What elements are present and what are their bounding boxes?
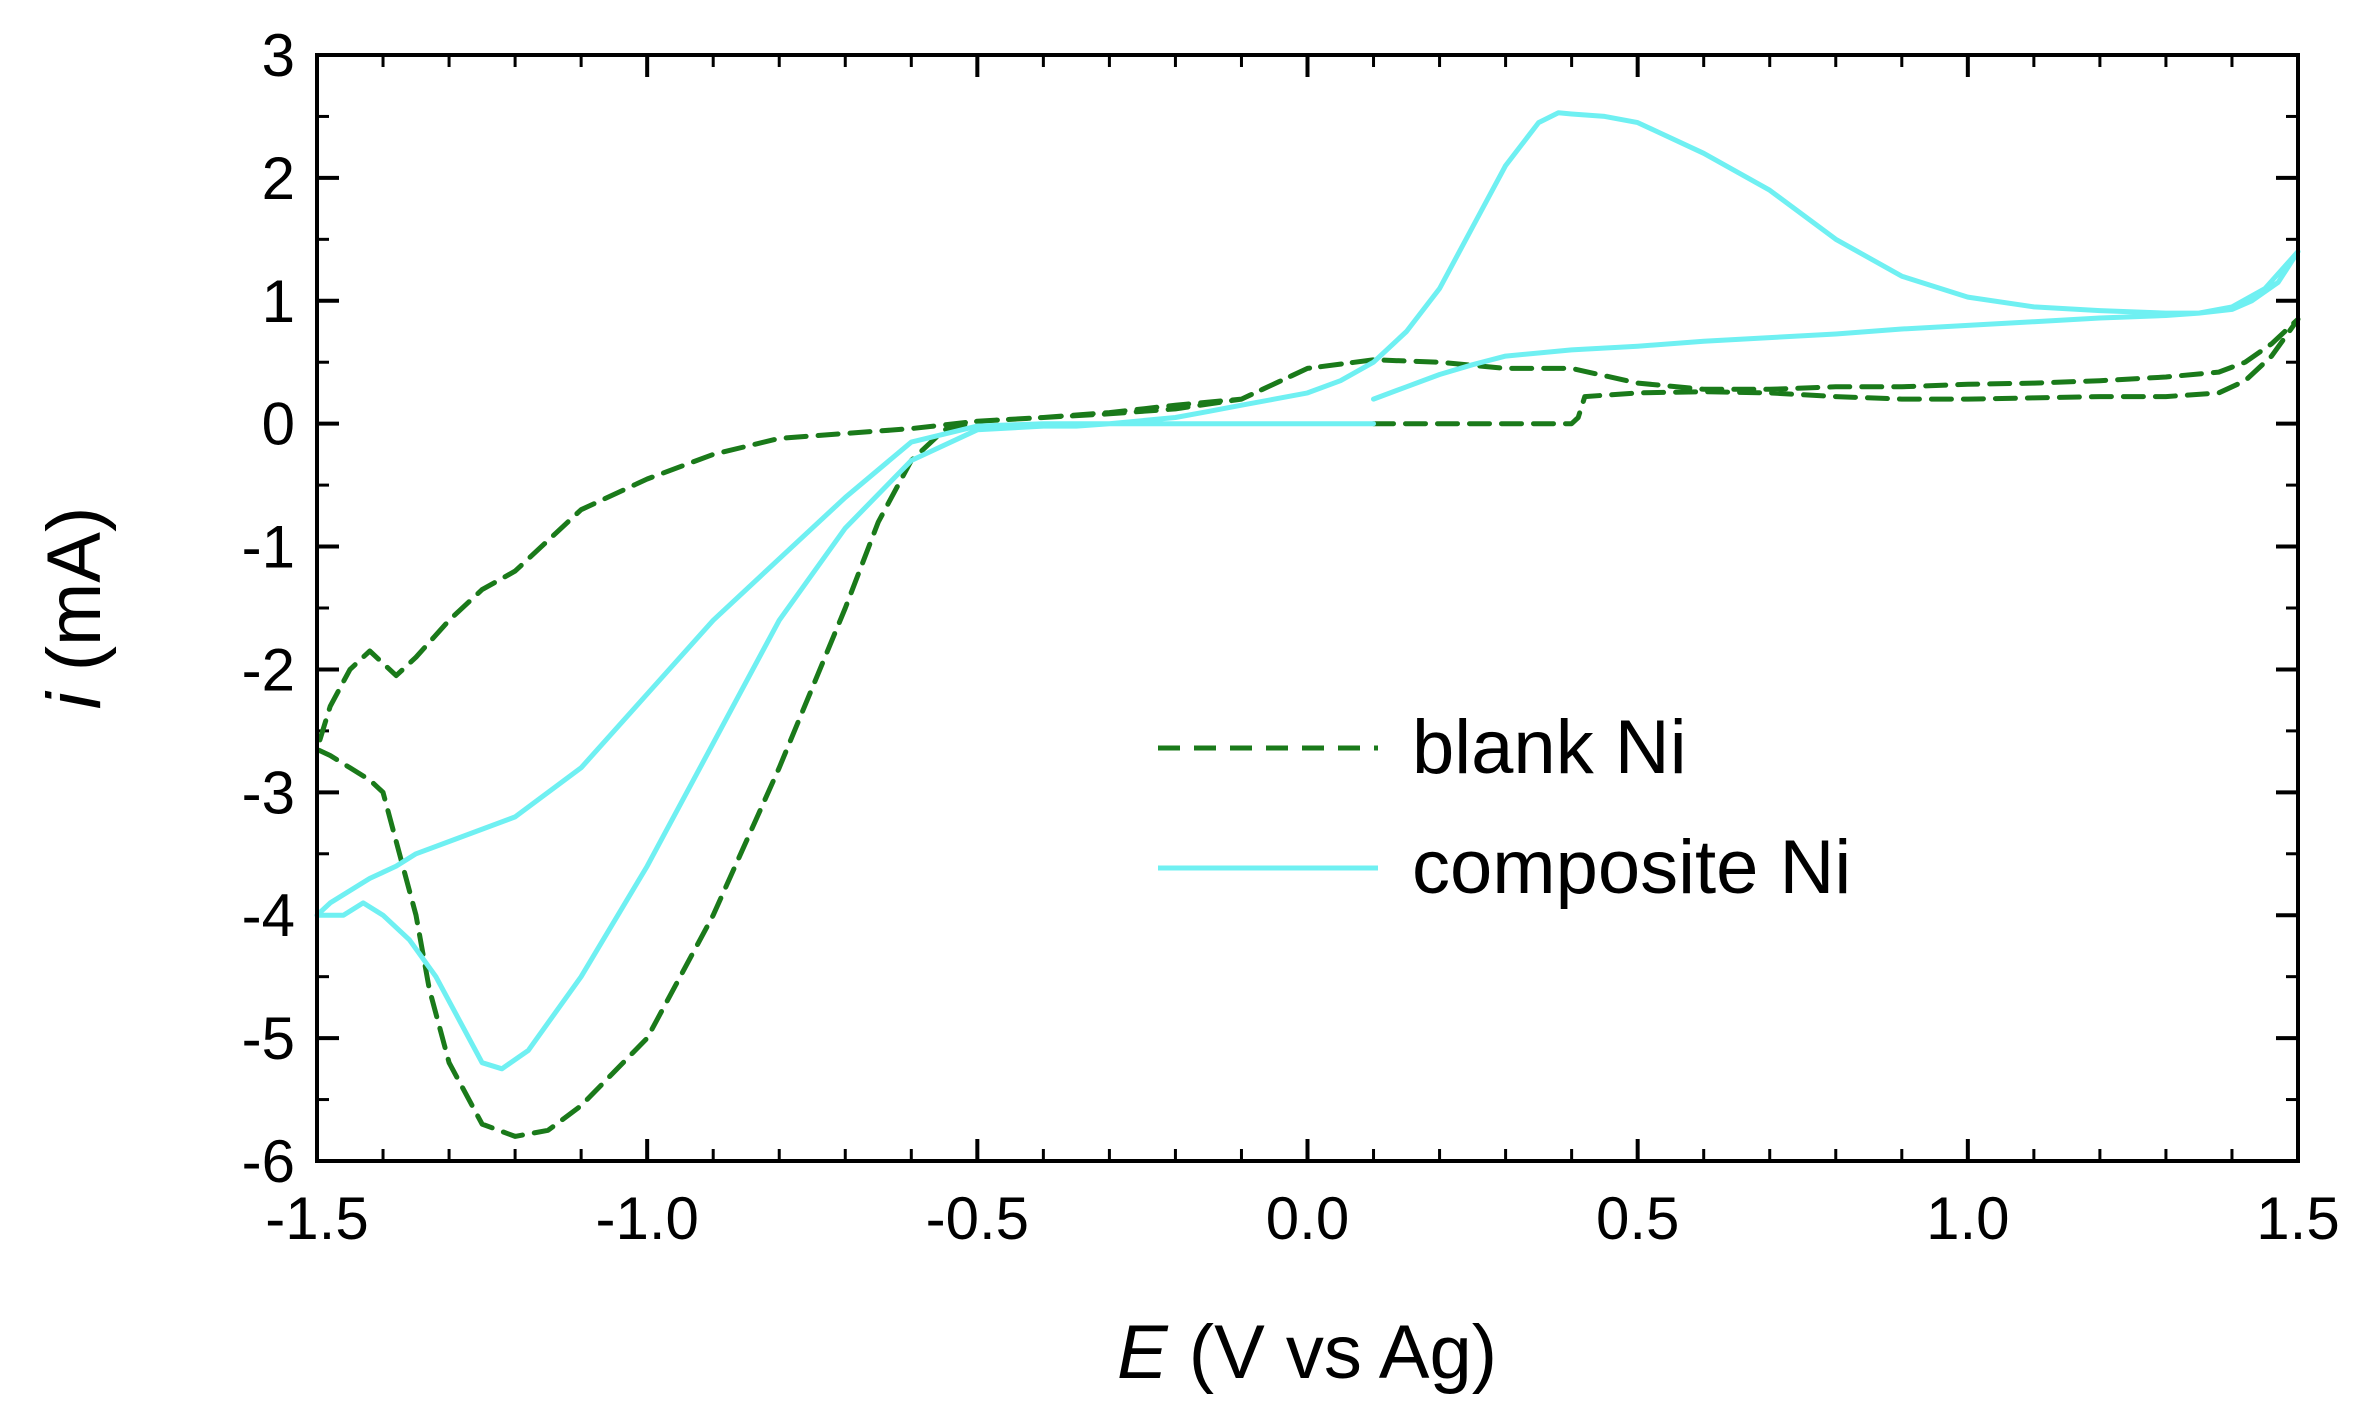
x-axis-symbol: E — [1117, 1310, 1169, 1395]
y-tick-label: -1 — [242, 514, 295, 581]
y-tick-label: -6 — [242, 1128, 295, 1195]
y-tick-label: 2 — [262, 145, 295, 212]
legend: blank Ni composite Ni — [1158, 705, 1851, 910]
y-tick-label: -2 — [242, 636, 295, 703]
x-tick-label: -0.5 — [926, 1185, 1029, 1252]
y-tick-label: -5 — [242, 1005, 295, 1072]
y-tick-label: -3 — [242, 759, 295, 826]
y-tick-labels: -6 -5 -4 -3 -2 -1 0 1 2 3 — [242, 22, 295, 1195]
y-axis-title: i (mA) — [32, 507, 117, 710]
series-line-composite-ni — [314, 110, 2301, 1072]
x-tick-labels: -1.5 -1.0 -0.5 0.0 0.5 1.0 1.5 — [265, 1185, 2339, 1252]
x-axis-unit: (V vs Ag) — [1168, 1310, 1497, 1395]
x-tick-label: 1.0 — [1926, 1185, 2009, 1252]
x-axis-title: E (V vs Ag) — [1117, 1310, 1497, 1395]
plot-frame — [315, 53, 2300, 1163]
series-line-blank-ni — [314, 316, 2301, 1139]
x-tick-label: 0.5 — [1596, 1185, 1679, 1252]
x-tick-label: 1.5 — [2256, 1185, 2339, 1252]
x-tick-label: -1.0 — [595, 1185, 698, 1252]
y-tick-label: 1 — [262, 268, 295, 335]
x-tick-label: 0.0 — [1266, 1185, 1349, 1252]
axis-ticks — [315, 53, 2300, 1163]
y-tick-label: 3 — [262, 22, 295, 89]
series-layer — [314, 110, 2301, 1139]
x-tick-label: -1.5 — [265, 1185, 368, 1252]
legend-label-composite-ni: composite Ni — [1412, 825, 1851, 910]
y-axis-unit: (mA) — [32, 507, 117, 693]
y-tick-label: -4 — [242, 882, 295, 949]
y-tick-label: 0 — [262, 391, 295, 458]
legend-label-blank-ni: blank Ni — [1412, 705, 1687, 790]
y-axis-symbol: i — [32, 690, 117, 709]
